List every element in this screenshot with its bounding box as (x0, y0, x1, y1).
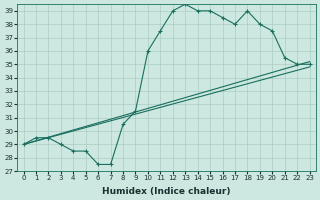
X-axis label: Humidex (Indice chaleur): Humidex (Indice chaleur) (102, 187, 231, 196)
